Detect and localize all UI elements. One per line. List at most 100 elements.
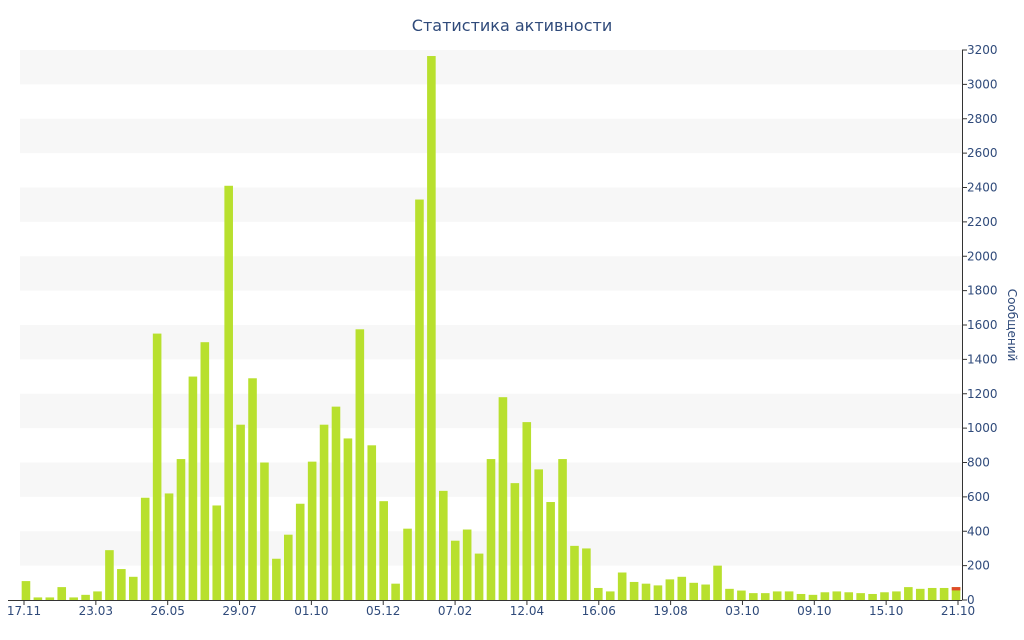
bar <box>856 593 865 601</box>
y-tick-label: 2400 <box>967 181 998 195</box>
y-tick-label: 1200 <box>967 387 998 401</box>
bar <box>594 587 603 600</box>
bar <box>808 594 818 600</box>
bar <box>951 587 961 600</box>
x-tick-label: 05.12 <box>366 604 400 618</box>
bar <box>522 422 532 600</box>
bar <box>784 591 794 600</box>
x-tick-label: 17.11 <box>7 604 41 618</box>
grid-bands <box>20 50 962 566</box>
bar <box>140 497 150 600</box>
y-tick-label: 2800 <box>967 112 998 126</box>
bar <box>546 502 555 600</box>
bar <box>33 597 43 600</box>
y-tick-label: 1000 <box>967 421 998 435</box>
bar <box>57 587 67 600</box>
bar <box>665 579 675 601</box>
bar <box>93 591 102 600</box>
bar <box>164 493 174 600</box>
grid-band <box>20 118 962 154</box>
bar <box>868 593 877 600</box>
bar <box>677 576 687 600</box>
x-tick-label: 23.03 <box>79 604 113 618</box>
bar <box>176 459 186 600</box>
x-tick-label: 26.05 <box>151 604 185 618</box>
grid-band <box>20 256 962 291</box>
x-tick-label: 29.07 <box>222 604 256 618</box>
y-tick-label: 2200 <box>967 215 998 229</box>
bars <box>21 56 961 601</box>
y-tick-label: 200 <box>967 559 990 573</box>
bar <box>915 588 925 600</box>
y-axis-title: Сообщений <box>1005 289 1019 362</box>
bar <box>21 581 31 600</box>
x-tick-label: 16.06 <box>582 604 616 618</box>
y-tick-label: 2600 <box>967 146 998 160</box>
bar <box>331 406 341 600</box>
bar <box>248 378 257 600</box>
x-axis: 17.11 23.03 26.05 29.07 01.10 05.12 07.02 12.04… <box>7 600 975 618</box>
bar <box>605 591 615 600</box>
bar <box>474 553 484 600</box>
bar <box>45 597 55 600</box>
y-tick-label: 2000 <box>967 249 998 263</box>
bar <box>236 424 245 600</box>
y-axis: 0 200 400 600 800 1000 1200 1400 1600 1800 2000 220… <box>962 43 998 607</box>
y-tick-label: 0 <box>967 593 975 607</box>
bar <box>152 333 162 600</box>
bar <box>450 540 460 600</box>
bar <box>725 588 734 600</box>
bar <box>260 462 269 600</box>
grid-band <box>20 325 962 360</box>
y-tick-label: 1400 <box>967 352 998 366</box>
bar <box>284 534 293 600</box>
y-tick-label: 1800 <box>967 284 998 298</box>
bar <box>105 550 114 600</box>
bar <box>427 56 436 600</box>
bar <box>200 342 210 600</box>
grid-band <box>20 187 962 222</box>
bar <box>796 593 806 600</box>
bar <box>272 558 281 600</box>
chart-title: Статистика активности <box>412 16 612 35</box>
y-tick-label: 3000 <box>967 77 998 91</box>
bar <box>188 376 198 600</box>
x-tick-label: 09.10 <box>797 604 831 618</box>
bar <box>927 587 937 600</box>
bar <box>617 572 627 600</box>
bar <box>737 590 746 600</box>
grid-band <box>20 50 962 85</box>
bar <box>844 592 854 600</box>
bar <box>701 584 710 600</box>
y-tick-label: 600 <box>967 490 990 504</box>
x-tick-label: 15.10 <box>869 604 903 618</box>
x-tick-label: 03.10 <box>725 604 759 618</box>
bar <box>295 503 305 600</box>
bar <box>510 483 520 601</box>
bar <box>904 587 913 600</box>
bar <box>343 438 353 600</box>
bar <box>69 597 78 600</box>
x-tick-label: 07.02 <box>438 604 472 618</box>
x-tick-label: 12.04 <box>510 604 544 618</box>
bar <box>534 469 543 601</box>
bar <box>772 591 782 600</box>
bar <box>939 587 949 600</box>
bar <box>749 593 758 601</box>
bar <box>558 459 567 600</box>
bar <box>582 548 591 600</box>
y-tick-label: 800 <box>967 456 990 470</box>
bar <box>128 576 138 600</box>
bar <box>892 591 901 600</box>
bar <box>307 461 317 600</box>
bar <box>224 185 233 600</box>
bar <box>212 505 222 600</box>
y-tick-label: 400 <box>967 524 990 538</box>
bar <box>641 583 651 600</box>
x-tick-label: 01.10 <box>294 604 328 618</box>
bar <box>832 591 842 600</box>
bar <box>486 459 496 600</box>
bar <box>81 594 90 600</box>
